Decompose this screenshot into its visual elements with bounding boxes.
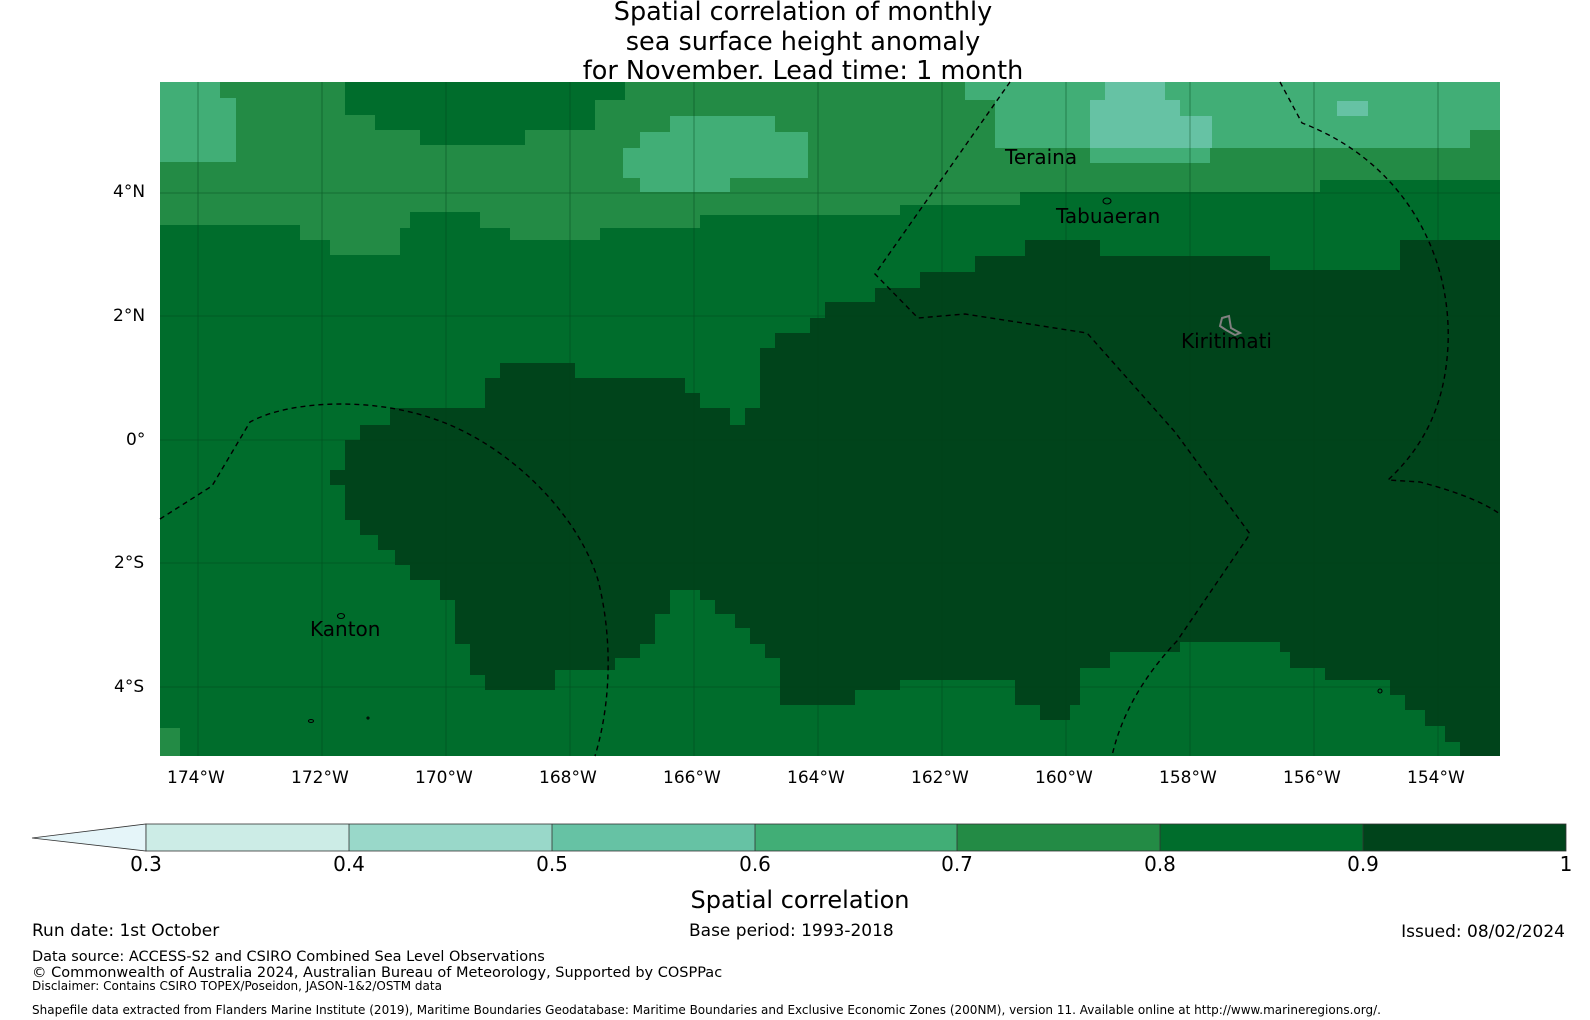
- copyright: © Commonwealth of Australia 2024, Austra…: [32, 965, 723, 981]
- lon-tick-172w: 172°W: [291, 768, 349, 788]
- colorbar-bin-0.5-0.6: [552, 824, 755, 851]
- title-line-1: Spatial correlation of monthly: [613, 0, 993, 27]
- colorbar-tick-1: 1: [1559, 852, 1573, 876]
- colorbar-extend-arrow: [31, 823, 147, 852]
- field-region-0.5-0.6-small: [1337, 101, 1368, 116]
- lon-tick-168w: 168°W: [539, 768, 597, 788]
- lon-tick-164w: 164°W: [787, 768, 845, 788]
- colorbar-bin-0.7-0.8: [957, 824, 1160, 851]
- lon-tick-166w: 166°W: [663, 768, 721, 788]
- issued-date: Issued: 08/02/2024: [1401, 922, 1565, 942]
- islands: [307, 197, 1383, 724]
- field-region-0.8-0.9-top: [345, 82, 625, 145]
- colorbar-tick-0.6: 0.6: [739, 852, 771, 876]
- colorbar-bin-0.6-0.7: [755, 824, 957, 851]
- colorbar-tick-0.4: 0.4: [333, 852, 365, 876]
- base-period: Base period: 1993-2018: [689, 921, 894, 941]
- colorbar-bin-0.3-0.4: [146, 824, 349, 851]
- map-title: Spatial correlation of monthly sea surfa…: [0, 0, 1590, 87]
- map-field: [160, 82, 1500, 756]
- title-line-2: sea surface height anomaly: [625, 26, 981, 57]
- colorbar-bin-0.4-0.5: [349, 824, 552, 851]
- field-region-0.6-0.7-central: [623, 116, 808, 192]
- lon-tick-158w: 158°W: [1159, 768, 1217, 788]
- colorbar-outline: [145, 823, 1567, 852]
- small-island-1: [307, 718, 315, 724]
- field-region-0.5-0.6-teraina: [1090, 82, 1212, 148]
- colorbar-dividers: [348, 824, 1364, 851]
- eez-boundaries: [159, 81, 1501, 757]
- place-label-kiritimati: Kiritimati: [1181, 329, 1272, 353]
- field-region-0.7-0.8-south: [160, 728, 180, 756]
- small-island-2: [1377, 688, 1383, 694]
- tabuaeran-island: [1102, 197, 1112, 205]
- small-island-3: [366, 716, 370, 720]
- lat-tick-2s: 2°S: [114, 553, 145, 573]
- lat-tick-4n: 4°N: [113, 182, 146, 202]
- place-label-kanton: Kanton: [310, 617, 381, 641]
- lon-tick-162w: 162°W: [911, 768, 969, 788]
- lat-tick-0: 0°: [126, 430, 146, 450]
- colorbar-tick-0.9: 0.9: [1347, 852, 1379, 876]
- map-gridlines: [160, 82, 1500, 756]
- place-label-teraina: Teraina: [1005, 145, 1078, 169]
- lon-tick-170w: 170°W: [415, 768, 473, 788]
- shapefile-credit: Shapefile data extracted from Flanders M…: [32, 1003, 1381, 1017]
- colorbar-tick-0.3: 0.3: [130, 852, 162, 876]
- kiritimati-island: [1218, 314, 1243, 337]
- eez-boundary-kiritimati-arc: [1279, 81, 1501, 515]
- colorbar-tick-0.7: 0.7: [941, 852, 973, 876]
- lat-tick-2n: 2°N: [113, 306, 146, 326]
- lat-tick-4s: 4°S: [114, 677, 145, 697]
- place-label-tabuaeran: Tabuaeran: [1056, 204, 1161, 228]
- eez-boundary-line-islands: [874, 81, 1251, 757]
- lon-tick-174w: 174°W: [167, 768, 225, 788]
- colorbar-tick-0.5: 0.5: [536, 852, 568, 876]
- disclaimer: Disclaimer: Contains CSIRO TOPEX/Poseido…: [32, 979, 442, 993]
- colorbar-bin-0.8-0.9: [1160, 824, 1363, 851]
- title-line-3: for November. Lead time: 1 month: [582, 56, 1024, 86]
- lon-tick-154w: 154°W: [1407, 768, 1465, 788]
- eez-boundary-kanton: [159, 403, 609, 757]
- colorbar-tick-0.8: 0.8: [1144, 852, 1176, 876]
- data-source: Data source: ACCESS-S2 and CSIRO Combine…: [32, 949, 545, 965]
- colorbar-label: Spatial correlation: [690, 886, 910, 914]
- run-date: Run date: 1st October: [32, 921, 220, 941]
- colorbar-bin-0.9-1.0: [1363, 824, 1566, 851]
- kanton-island: [336, 612, 346, 620]
- lon-tick-160w: 160°W: [1035, 768, 1093, 788]
- field-region-0.9-1.0-core: [330, 240, 1500, 756]
- colorbar: [31, 823, 1567, 852]
- lon-tick-156w: 156°W: [1283, 768, 1341, 788]
